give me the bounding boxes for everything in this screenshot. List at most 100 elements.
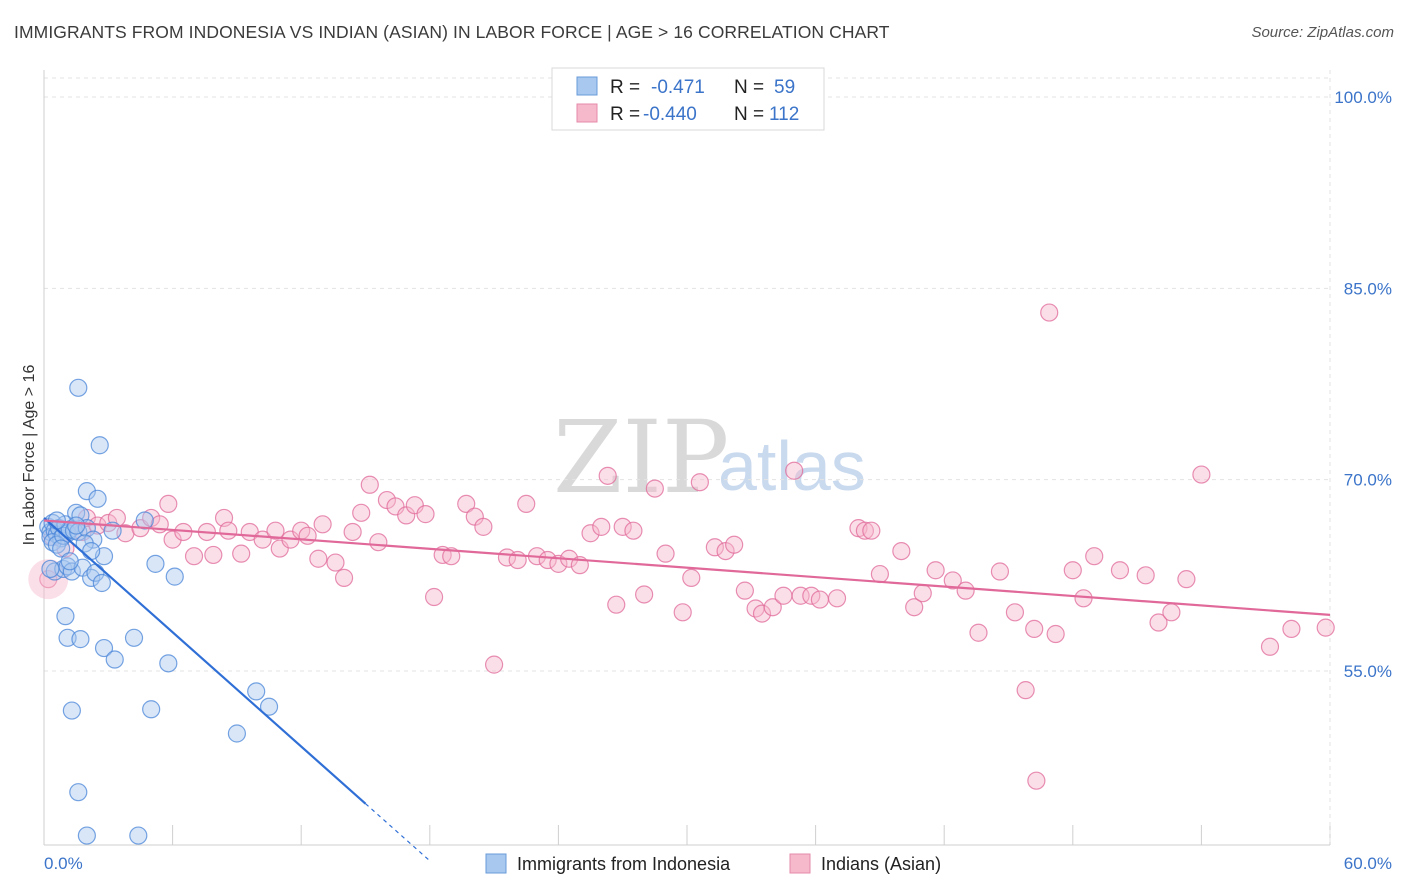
point-indonesia-50 bbox=[247, 682, 266, 701]
point-indians-cluster bbox=[28, 559, 69, 600]
point-indians-77 bbox=[791, 586, 810, 605]
point-indians-79 bbox=[810, 590, 829, 609]
point-indians-108 bbox=[1316, 618, 1335, 637]
point-indonesia-46 bbox=[69, 783, 88, 802]
point-indonesia-43 bbox=[159, 654, 178, 673]
trend-line-indians-asian bbox=[43, 519, 1331, 616]
point-indonesia-44 bbox=[142, 700, 161, 719]
point-indians-82 bbox=[855, 521, 874, 540]
point-indians-78 bbox=[802, 586, 821, 605]
stats-legend-n-value-pink: 112 bbox=[769, 104, 799, 125]
x-tick-label-max: 60.0% bbox=[1344, 854, 1392, 873]
legend-swatch-indians-asian bbox=[789, 853, 811, 874]
watermark-zip: ZIP bbox=[553, 399, 729, 516]
legend-swatch-indonesia bbox=[485, 853, 507, 874]
legend-label-indonesia: Immigrants from Indonesia bbox=[517, 854, 731, 874]
point-indians-62 bbox=[635, 585, 654, 604]
point-indonesia-52 bbox=[41, 559, 60, 579]
point-indians-92 bbox=[990, 562, 1010, 581]
point-indians-31 bbox=[334, 568, 354, 587]
point-indians-27 bbox=[298, 526, 317, 545]
point-indians-40 bbox=[416, 505, 435, 524]
point-indians-97 bbox=[1063, 561, 1082, 580]
point-indians-74 bbox=[763, 598, 782, 617]
point-indonesia-33 bbox=[90, 436, 109, 455]
point-indians-47 bbox=[485, 655, 504, 674]
point-indonesia-58 bbox=[67, 516, 86, 535]
point-indians-94 bbox=[1016, 681, 1035, 700]
point-indians-107 bbox=[1282, 619, 1301, 639]
point-indonesia-40 bbox=[124, 628, 144, 647]
point-indians-32 bbox=[343, 522, 362, 542]
point-indians-63 bbox=[645, 479, 664, 498]
point-indians-103 bbox=[1162, 603, 1181, 622]
trend-line-indonesia bbox=[43, 517, 367, 805]
y-tick-label-0: 55.0% bbox=[1344, 662, 1392, 681]
point-indians-85 bbox=[892, 541, 911, 561]
point-indians-80 bbox=[827, 589, 847, 608]
y-tick-labels: 55.0% 70.0% 85.0% 100.0% bbox=[1334, 88, 1392, 681]
point-indians-70 bbox=[725, 535, 744, 554]
point-indonesia-36 bbox=[58, 628, 77, 647]
point-indonesia-51 bbox=[259, 697, 279, 716]
point-indians-57 bbox=[592, 517, 611, 536]
point-indians-68 bbox=[705, 538, 724, 557]
point-indonesia-32 bbox=[135, 511, 154, 530]
point-indians-76 bbox=[785, 461, 804, 480]
point-indians-75 bbox=[774, 586, 793, 605]
point-indians-20 bbox=[232, 544, 251, 563]
point-indians-35 bbox=[369, 533, 388, 552]
point-indians-30 bbox=[326, 553, 345, 572]
point-indians-58 bbox=[598, 466, 617, 485]
y-axis-title: In Labor Force | Age > 16 bbox=[21, 365, 38, 546]
point-indians-29 bbox=[313, 515, 332, 534]
point-indians-64 bbox=[656, 544, 675, 563]
point-indians-106 bbox=[1260, 637, 1280, 656]
point-indians-56 bbox=[581, 524, 600, 543]
point-indians-43 bbox=[442, 547, 461, 566]
stats-legend-swatch-pink bbox=[576, 103, 598, 123]
stats-legend-n-label-pink: N = bbox=[734, 104, 764, 125]
point-indonesia-49 bbox=[227, 724, 246, 743]
chart-title: IMMIGRANTS FROM INDONESIA VS INDIAN (ASI… bbox=[14, 22, 890, 42]
point-indians-110 bbox=[1027, 771, 1046, 790]
stats-legend-r-value-blue: -0.471 bbox=[651, 77, 705, 98]
point-indonesia-35 bbox=[56, 607, 75, 626]
point-indonesia-42 bbox=[165, 567, 184, 586]
point-indians-61 bbox=[624, 521, 643, 540]
point-indians-99 bbox=[1085, 547, 1104, 566]
point-indians-109 bbox=[1040, 303, 1059, 322]
point-indians-88 bbox=[926, 561, 945, 580]
point-indians-46 bbox=[474, 517, 493, 536]
point-indians-19 bbox=[219, 521, 238, 540]
point-indians-34 bbox=[360, 475, 379, 494]
point-indians-73 bbox=[752, 604, 772, 623]
stats-legend-r-label-blue: R = bbox=[610, 77, 640, 98]
point-indonesia-48 bbox=[129, 826, 148, 845]
x-tick-label-min: 0.0% bbox=[44, 854, 83, 873]
point-indians-66 bbox=[682, 568, 701, 587]
point-indians-41 bbox=[424, 587, 444, 607]
point-indonesia-47 bbox=[77, 826, 96, 845]
point-indonesia-39 bbox=[105, 650, 124, 669]
point-indians-90 bbox=[956, 581, 975, 600]
point-indians-60 bbox=[613, 517, 632, 536]
point-indians-89 bbox=[943, 571, 962, 590]
y-tick-label-3: 100.0% bbox=[1334, 88, 1392, 107]
point-indians-95 bbox=[1025, 619, 1044, 639]
trend-lines bbox=[43, 517, 1331, 862]
point-indians-44 bbox=[457, 494, 476, 514]
point-indians-100 bbox=[1110, 561, 1130, 580]
point-indonesia-41 bbox=[146, 554, 165, 573]
point-indians-96 bbox=[1046, 624, 1065, 644]
point-indonesia-56 bbox=[82, 541, 101, 561]
legend-label-indians-asian: Indians (Asian) bbox=[821, 854, 941, 874]
point-indians-83 bbox=[862, 521, 881, 540]
stats-legend-n-label-blue: N = bbox=[734, 77, 764, 98]
point-indonesia-27 bbox=[92, 573, 111, 593]
point-indians-84 bbox=[870, 564, 890, 584]
series-legend: Immigrants from Indonesia Indians (Asian… bbox=[485, 853, 941, 874]
point-indians-65 bbox=[673, 603, 692, 622]
point-indians-104 bbox=[1177, 570, 1196, 589]
